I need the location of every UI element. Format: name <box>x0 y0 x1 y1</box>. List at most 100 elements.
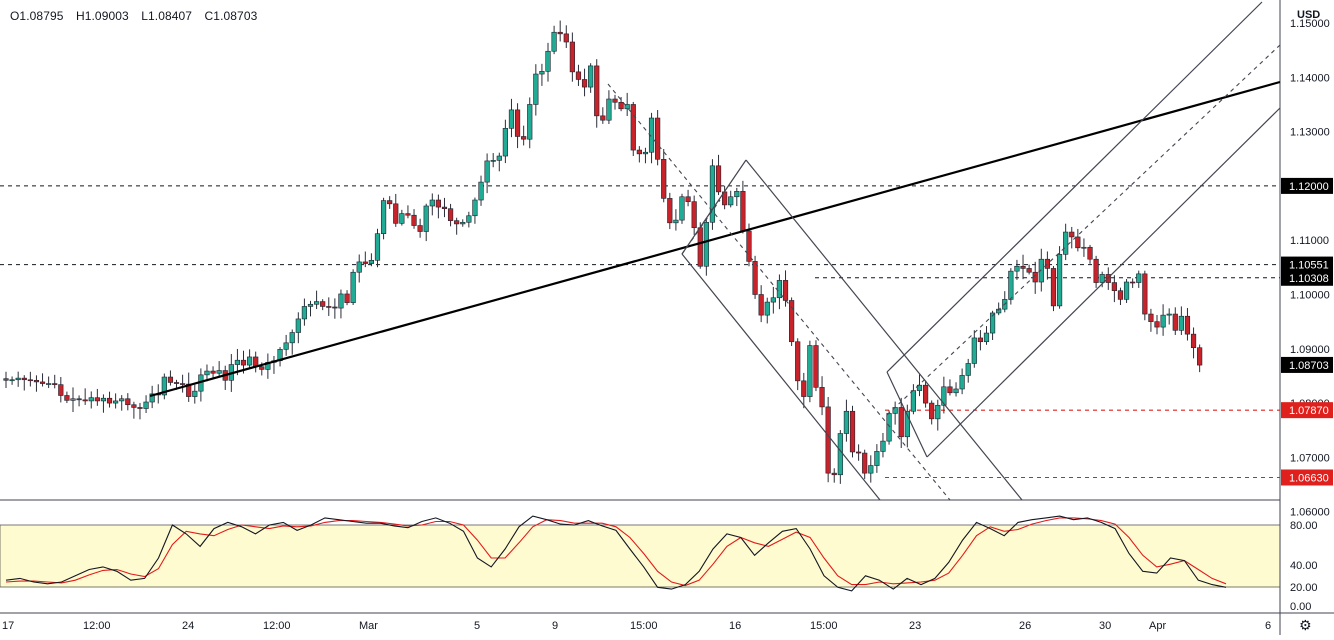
candle-body <box>1081 246 1087 249</box>
time-tick-label: 15:00 <box>810 620 838 632</box>
price-tick-label: 1.14000 <box>1290 72 1330 84</box>
candle-body <box>1008 270 1014 300</box>
candle-body <box>125 398 131 406</box>
candle-body <box>259 366 265 370</box>
candle-body <box>813 345 819 388</box>
price-tag-label: 1.10551 <box>1289 260 1329 272</box>
candle-body <box>801 380 807 397</box>
time-tick-label: Apr <box>1149 620 1166 632</box>
candle-body <box>1197 347 1203 366</box>
candle-body <box>581 79 588 88</box>
candle-body <box>1136 273 1142 283</box>
candle-body <box>612 98 618 103</box>
candle-body <box>1123 281 1130 300</box>
candle-body <box>636 149 642 155</box>
candle-body <box>819 387 825 408</box>
time-tick-label: 24 <box>182 620 194 632</box>
candle-body <box>508 109 515 129</box>
candle-body <box>831 472 837 476</box>
candle-body <box>1087 246 1093 260</box>
candle-body <box>76 398 82 401</box>
candle-body <box>46 383 52 385</box>
candle-body <box>642 151 649 155</box>
candle-body <box>1148 313 1154 322</box>
candle-body <box>52 383 58 385</box>
price-tick-label: 1.13000 <box>1290 127 1330 139</box>
candle-body <box>393 203 399 224</box>
ascending-channel-upper <box>886 1 1263 373</box>
low-value: L1.08407 <box>141 9 193 23</box>
candle-body <box>855 451 862 454</box>
candle-body <box>685 196 691 202</box>
candle-body <box>910 390 917 412</box>
candle-body <box>655 117 661 160</box>
candle-body <box>100 397 107 402</box>
candle-body <box>320 301 326 307</box>
candle-body <box>429 199 435 207</box>
candle-body <box>825 406 831 474</box>
candle-body <box>1026 268 1032 273</box>
time-tick-label: 16 <box>729 620 741 632</box>
candle-body <box>922 384 929 404</box>
candles-layer <box>3 20 1203 484</box>
candle-body <box>283 342 289 350</box>
candle-body <box>3 378 9 381</box>
candle-body <box>514 109 521 137</box>
candle-body <box>295 318 301 333</box>
candle-body <box>204 370 210 376</box>
candle-body <box>594 65 600 117</box>
candle-body <box>770 297 776 303</box>
candle-body <box>563 33 569 43</box>
candle-body <box>764 301 770 316</box>
stochastic-layer <box>5 515 1227 592</box>
candle-body <box>94 397 100 402</box>
candle-body <box>569 41 575 73</box>
candle-body <box>478 181 484 201</box>
time-tick-label: 26 <box>1019 620 1031 632</box>
candle-body <box>983 332 990 343</box>
candle-body <box>180 383 186 385</box>
candle-body <box>782 280 789 301</box>
drawings-layer <box>149 1 1281 501</box>
candle-body <box>82 399 88 402</box>
candle-body <box>1056 254 1063 307</box>
candle-body <box>247 356 253 366</box>
candle-body <box>9 379 15 382</box>
candle-body <box>837 433 843 476</box>
candle-body <box>313 301 320 305</box>
candle-body <box>423 205 429 232</box>
candle-body <box>21 377 27 381</box>
price-tag-box <box>1281 256 1333 273</box>
candle-body <box>387 200 393 205</box>
price-tick-label: 1.10000 <box>1290 290 1330 302</box>
candle-body <box>1117 290 1124 300</box>
candle-body <box>977 337 983 343</box>
candle-body <box>606 98 612 121</box>
channel-median-dashed-2 <box>681 199 721 255</box>
candle-body <box>557 31 563 35</box>
candle-body <box>161 376 167 396</box>
candle-body <box>472 199 478 217</box>
candle-body <box>149 393 155 403</box>
candle-body <box>1160 314 1166 328</box>
candle-body <box>1038 258 1044 283</box>
candle-body <box>70 398 76 401</box>
candle-body <box>490 160 496 162</box>
price-tag-label: 1.08703 <box>1289 360 1329 372</box>
candle-body <box>1142 273 1148 315</box>
candle-body <box>338 293 344 309</box>
price-tick-label: 1.15000 <box>1290 18 1330 30</box>
candle-body <box>1020 265 1026 269</box>
candle-body <box>734 191 740 198</box>
candle-body <box>1063 231 1069 255</box>
time-tick-label: 12:00 <box>263 620 291 632</box>
candle-body <box>941 386 947 406</box>
candle-body <box>1184 315 1191 335</box>
channel-line-upper <box>745 159 1023 501</box>
candle-body <box>624 104 630 110</box>
candle-body <box>551 31 557 52</box>
candle-body <box>210 370 216 374</box>
candle-body <box>399 213 405 224</box>
candle-body <box>301 306 308 320</box>
